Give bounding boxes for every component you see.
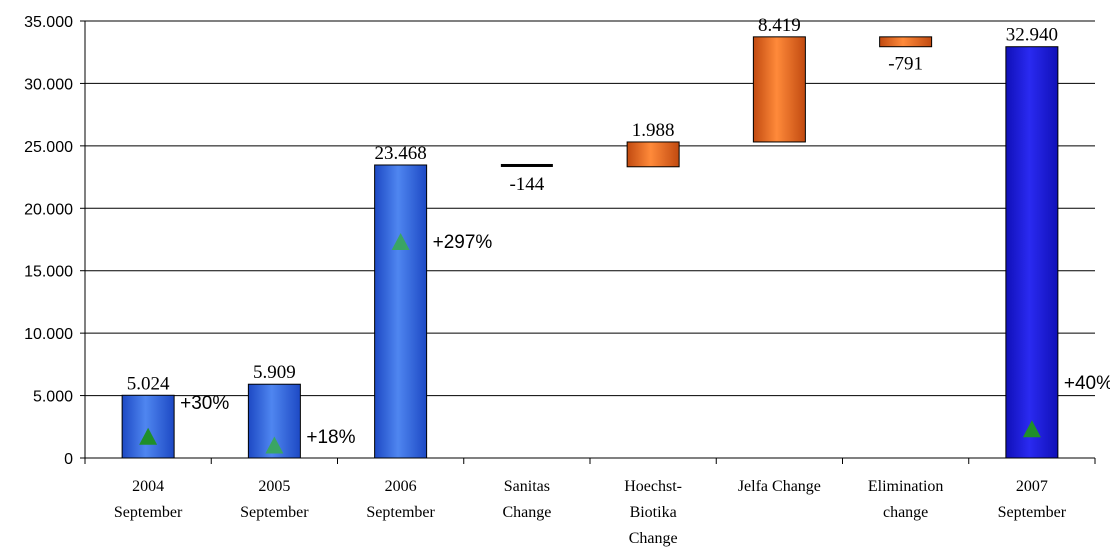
- y-tick-label: 15.000: [24, 264, 73, 281]
- growth-label: +40%: [1064, 373, 1110, 394]
- y-tick-label: 35.000: [24, 14, 73, 31]
- value-label: 1.988: [632, 120, 675, 141]
- category-label: Jelfa Change: [738, 478, 821, 495]
- growth-up-icon: [265, 436, 284, 454]
- category-label: September: [114, 504, 183, 521]
- value-label: 5.909: [253, 362, 296, 383]
- growth-label: +30%: [180, 393, 229, 414]
- change-bar: [879, 36, 933, 48]
- category-label: 2005: [258, 478, 290, 495]
- category-label: 2007: [1016, 478, 1048, 495]
- value-label: -791: [888, 54, 923, 75]
- category-label: September: [366, 504, 435, 521]
- category-label: Change: [502, 504, 551, 521]
- y-tick-label: 30.000: [24, 76, 73, 93]
- growth-label: +18%: [306, 427, 355, 448]
- total-bar: [121, 394, 175, 459]
- growth-up-icon: [1022, 420, 1041, 438]
- category-label: September: [240, 504, 309, 521]
- growth-up-icon: [391, 232, 410, 250]
- category-label: 2006: [385, 478, 417, 495]
- category-label: Elimination: [868, 478, 944, 495]
- value-label: 8.419: [758, 15, 801, 36]
- category-label: Hoechst-: [624, 478, 682, 495]
- growth-up-icon: [139, 427, 158, 445]
- total-bar: [374, 164, 428, 459]
- value-label: 32.940: [1006, 25, 1058, 46]
- total-bar: [1005, 46, 1059, 459]
- category-label: change: [883, 504, 928, 521]
- change-bar: [500, 163, 553, 167]
- y-tick-label: 10.000: [24, 326, 73, 343]
- category-label: Change: [629, 530, 678, 547]
- y-tick-label: 20.000: [24, 201, 73, 218]
- value-label: 5.024: [127, 373, 170, 394]
- change-bar: [752, 36, 806, 143]
- growth-label: +297%: [433, 232, 493, 253]
- y-tick-label: 0: [64, 451, 73, 468]
- category-label: Biotika: [630, 504, 677, 521]
- category-label: Sanitas: [504, 478, 550, 495]
- change-bar: [626, 141, 680, 168]
- value-label: -144: [509, 174, 544, 195]
- category-label: September: [998, 504, 1067, 521]
- value-label: 23.468: [375, 143, 427, 164]
- y-tick-label: 5.000: [33, 389, 73, 406]
- category-label: 2004: [132, 478, 164, 495]
- y-tick-label: 25.000: [24, 139, 73, 156]
